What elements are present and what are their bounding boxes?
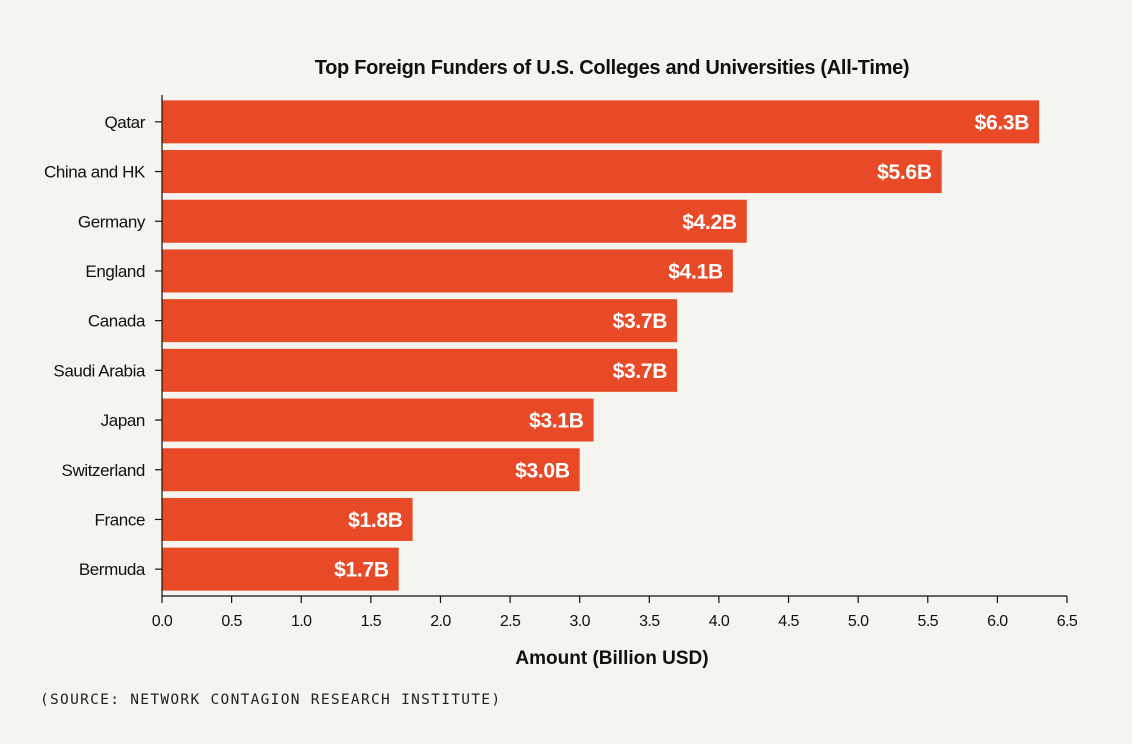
- x-tick-label-7: 3.5: [639, 613, 660, 630]
- data-label-france: $1.8B: [348, 509, 403, 532]
- category-label-germany: Germany: [78, 212, 146, 231]
- category-label-canada: Canada: [88, 312, 146, 331]
- data-label-japan: $3.1B: [529, 410, 584, 433]
- axes-layer: Qatar China and HK Germany England Canada Sau…: [44, 95, 1079, 630]
- bar-qatar: [162, 100, 1040, 144]
- category-label-england: England: [85, 262, 145, 281]
- bar-england: [162, 249, 733, 293]
- x-tick-label-0: 0.0: [152, 613, 173, 630]
- x-tick-label-13: 6.5: [1057, 613, 1078, 630]
- category-label-switzerland: Switzerland: [62, 461, 145, 480]
- x-tick-label-1: 0.5: [221, 613, 242, 630]
- bar-germany: [162, 199, 747, 243]
- x-tick-label-9: 4.5: [778, 613, 799, 630]
- category-label-bermuda: Bermuda: [79, 560, 146, 579]
- bar-switzerland: [162, 448, 580, 492]
- bar-canada: [162, 299, 678, 343]
- bar-china-and-hk: [162, 150, 942, 194]
- bar-japan: [162, 398, 594, 442]
- x-tick-label-5: 2.5: [500, 613, 521, 630]
- data-label-china-and-hk: $5.6B: [877, 161, 932, 184]
- category-label-china-and-hk: China and HK: [44, 163, 146, 182]
- source-note: (SOURCE: NETWORK CONTAGION RESEARCH INST…: [40, 692, 502, 708]
- category-label-saudi-arabia: Saudi Arabia: [53, 361, 146, 380]
- bar-bermuda: [162, 547, 399, 591]
- data-label-canada: $3.7B: [613, 310, 668, 333]
- data-label-switzerland: $3.0B: [515, 459, 570, 482]
- category-label-qatar: Qatar: [104, 113, 145, 132]
- x-tick-label-6: 3.0: [569, 613, 590, 630]
- category-label-france: France: [94, 510, 145, 529]
- category-label-japan: Japan: [101, 411, 145, 430]
- x-axis-label: Amount (Billion USD): [515, 648, 708, 669]
- chart-title: Top Foreign Funders of U.S. Colleges and…: [315, 57, 910, 79]
- x-tick-label-2: 1.0: [291, 613, 312, 630]
- bar-saudi-arabia: [162, 348, 678, 392]
- data-label-germany: $4.2B: [682, 211, 737, 234]
- x-tick-label-8: 4.0: [709, 613, 730, 630]
- x-tick-label-11: 5.5: [918, 613, 939, 630]
- data-label-bermuda: $1.7B: [334, 559, 389, 582]
- bar-chart: Top Foreign Funders of U.S. Colleges and…: [44, 57, 1079, 669]
- x-tick-label-12: 6.0: [987, 613, 1008, 630]
- data-label-england: $4.1B: [668, 260, 723, 283]
- bars-layer: $6.3B $5.6B $4.2B $4.1B $3.7B $3.7B $3.1B $3.0B…: [162, 100, 1040, 591]
- data-label-qatar: $6.3B: [975, 111, 1030, 134]
- x-tick-label-4: 2.0: [430, 613, 451, 630]
- bar-france: [162, 497, 413, 541]
- x-tick-label-3: 1.5: [361, 613, 382, 630]
- data-label-saudi-arabia: $3.7B: [613, 360, 668, 383]
- x-tick-label-10: 5.0: [848, 613, 869, 630]
